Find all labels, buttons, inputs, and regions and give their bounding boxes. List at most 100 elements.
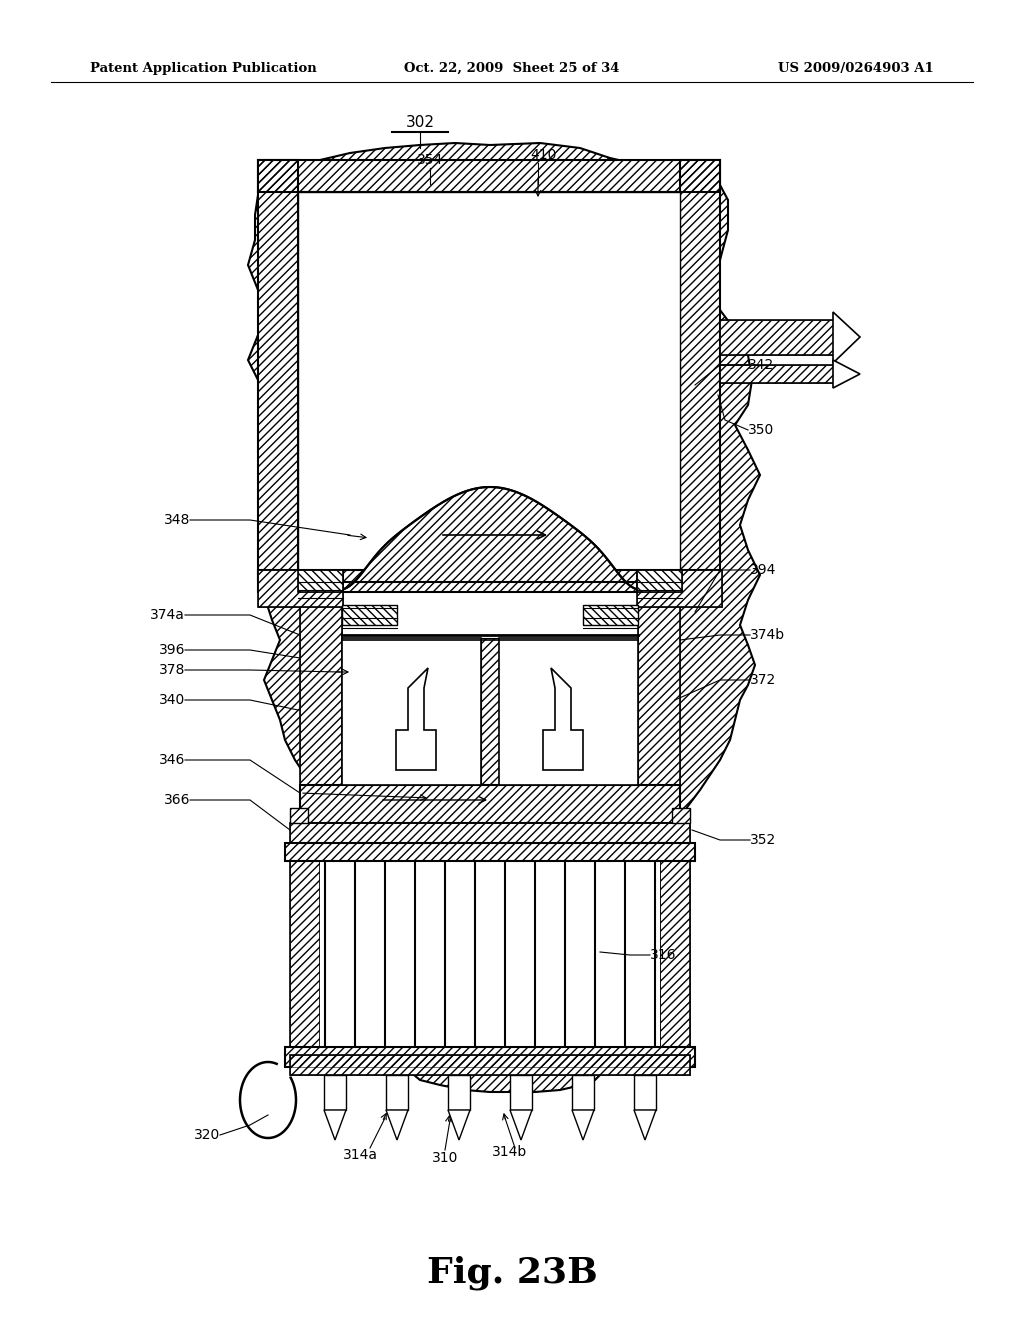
- Bar: [258, 160, 298, 579]
- Bar: [637, 570, 682, 591]
- Bar: [481, 638, 499, 785]
- Bar: [590, 853, 600, 1053]
- Polygon shape: [572, 1110, 594, 1140]
- Bar: [637, 570, 722, 607]
- Bar: [634, 1074, 656, 1110]
- Polygon shape: [833, 312, 860, 363]
- Bar: [258, 160, 720, 191]
- Text: 350: 350: [748, 422, 774, 437]
- Bar: [290, 822, 690, 851]
- Bar: [615, 638, 638, 785]
- Bar: [342, 605, 397, 624]
- Text: 342: 342: [748, 358, 774, 372]
- Bar: [342, 638, 365, 785]
- Bar: [440, 853, 450, 1053]
- Bar: [380, 853, 390, 1053]
- Polygon shape: [449, 1110, 470, 1140]
- Bar: [350, 853, 360, 1053]
- Polygon shape: [248, 143, 760, 1092]
- Bar: [499, 638, 638, 785]
- Bar: [290, 808, 308, 822]
- Bar: [290, 851, 319, 1055]
- Bar: [638, 591, 680, 820]
- Text: Fig. 23B: Fig. 23B: [427, 1255, 597, 1290]
- Bar: [258, 570, 720, 591]
- Text: 314b: 314b: [493, 1144, 527, 1159]
- Bar: [615, 638, 638, 785]
- Bar: [285, 1047, 695, 1067]
- Bar: [300, 591, 342, 820]
- Bar: [720, 319, 837, 355]
- Text: Oct. 22, 2009  Sheet 25 of 34: Oct. 22, 2009 Sheet 25 of 34: [404, 62, 620, 75]
- Bar: [680, 160, 720, 579]
- Bar: [298, 570, 343, 591]
- Bar: [285, 843, 695, 861]
- Text: 310: 310: [432, 1151, 458, 1166]
- Bar: [672, 808, 690, 822]
- Text: US 2009/0264903 A1: US 2009/0264903 A1: [778, 62, 934, 75]
- Bar: [342, 638, 365, 785]
- Bar: [386, 1074, 408, 1110]
- Bar: [449, 1074, 470, 1110]
- Text: 320: 320: [194, 1129, 220, 1142]
- Bar: [638, 591, 680, 820]
- Bar: [324, 1074, 346, 1110]
- Bar: [290, 822, 690, 851]
- Text: 366: 366: [164, 793, 190, 807]
- Bar: [720, 319, 837, 355]
- Polygon shape: [634, 1110, 656, 1140]
- Text: Patent Application Publication: Patent Application Publication: [90, 62, 316, 75]
- Text: 340: 340: [159, 693, 185, 708]
- Text: 372: 372: [750, 673, 776, 686]
- Bar: [510, 1074, 532, 1110]
- Polygon shape: [298, 487, 680, 590]
- Polygon shape: [510, 1110, 532, 1140]
- Text: 394: 394: [750, 564, 776, 577]
- Bar: [285, 1047, 695, 1067]
- Text: 316: 316: [650, 948, 677, 962]
- Text: 314a: 314a: [342, 1148, 378, 1162]
- Bar: [680, 160, 720, 579]
- Bar: [300, 591, 342, 820]
- Bar: [583, 605, 638, 624]
- Bar: [530, 853, 540, 1053]
- Bar: [319, 851, 660, 1055]
- Bar: [298, 191, 680, 579]
- Polygon shape: [324, 1110, 346, 1140]
- Bar: [342, 638, 481, 785]
- Bar: [319, 853, 330, 1053]
- Bar: [572, 1074, 594, 1110]
- Bar: [410, 853, 420, 1053]
- Bar: [672, 808, 690, 822]
- Bar: [660, 851, 690, 1055]
- Bar: [342, 591, 638, 820]
- Bar: [560, 853, 570, 1053]
- Text: 410: 410: [530, 148, 556, 162]
- Bar: [500, 853, 510, 1053]
- Bar: [637, 570, 682, 591]
- Bar: [481, 638, 499, 785]
- Bar: [300, 785, 680, 822]
- Bar: [660, 851, 690, 1055]
- Bar: [285, 843, 695, 861]
- Bar: [720, 366, 837, 383]
- Bar: [620, 853, 630, 1053]
- Bar: [258, 570, 343, 607]
- Bar: [290, 1055, 690, 1074]
- Bar: [470, 853, 480, 1053]
- Text: 302: 302: [406, 115, 434, 129]
- Bar: [258, 570, 720, 591]
- Polygon shape: [386, 1110, 408, 1140]
- Bar: [583, 605, 638, 624]
- Bar: [258, 160, 720, 191]
- Bar: [290, 1055, 690, 1074]
- Bar: [300, 785, 680, 822]
- Bar: [720, 366, 837, 383]
- Text: 352: 352: [750, 833, 776, 847]
- Text: 348: 348: [164, 513, 190, 527]
- Bar: [637, 570, 722, 607]
- Bar: [650, 853, 660, 1053]
- Text: 396: 396: [159, 643, 185, 657]
- Text: 354: 354: [417, 153, 443, 168]
- Text: 346: 346: [159, 752, 185, 767]
